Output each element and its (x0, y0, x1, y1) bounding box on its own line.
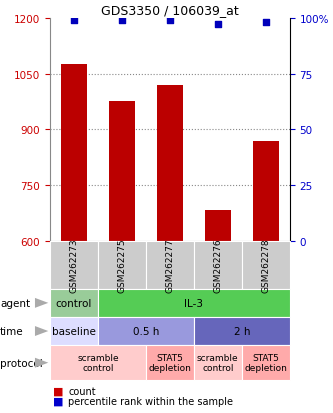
Text: time: time (0, 326, 24, 336)
Text: GSM262273: GSM262273 (69, 238, 79, 292)
Text: scramble
control: scramble control (197, 353, 238, 373)
Text: GSM262276: GSM262276 (213, 238, 222, 292)
Text: GSM262278: GSM262278 (261, 238, 270, 292)
Bar (157, 85, 183, 242)
Point (215, 22, 220, 28)
Point (71, 17, 77, 24)
Point (167, 17, 172, 24)
Text: STAT5
depletion: STAT5 depletion (244, 353, 287, 373)
Text: percentile rank within the sample: percentile rank within the sample (68, 396, 233, 406)
Text: baseline: baseline (52, 326, 96, 336)
Text: GSM262275: GSM262275 (117, 238, 127, 292)
Point (263, 20, 268, 26)
Title: GDS3350 / 106039_at: GDS3350 / 106039_at (101, 5, 239, 17)
Text: scramble
control: scramble control (77, 353, 119, 373)
Point (119, 17, 125, 24)
Text: IL-3: IL-3 (184, 298, 203, 308)
Bar (204, 210, 231, 242)
Text: ■: ■ (53, 396, 64, 406)
Text: count: count (68, 386, 96, 396)
Bar (109, 102, 135, 242)
Bar (61, 65, 87, 242)
Bar (252, 141, 279, 242)
Text: 0.5 h: 0.5 h (133, 326, 159, 336)
Text: control: control (56, 298, 92, 308)
Text: agent: agent (0, 298, 30, 308)
Text: STAT5
depletion: STAT5 depletion (149, 353, 191, 373)
Text: 2 h: 2 h (233, 326, 250, 336)
Text: ■: ■ (53, 386, 64, 396)
Text: protocol: protocol (0, 358, 43, 368)
Text: GSM262277: GSM262277 (165, 238, 174, 292)
